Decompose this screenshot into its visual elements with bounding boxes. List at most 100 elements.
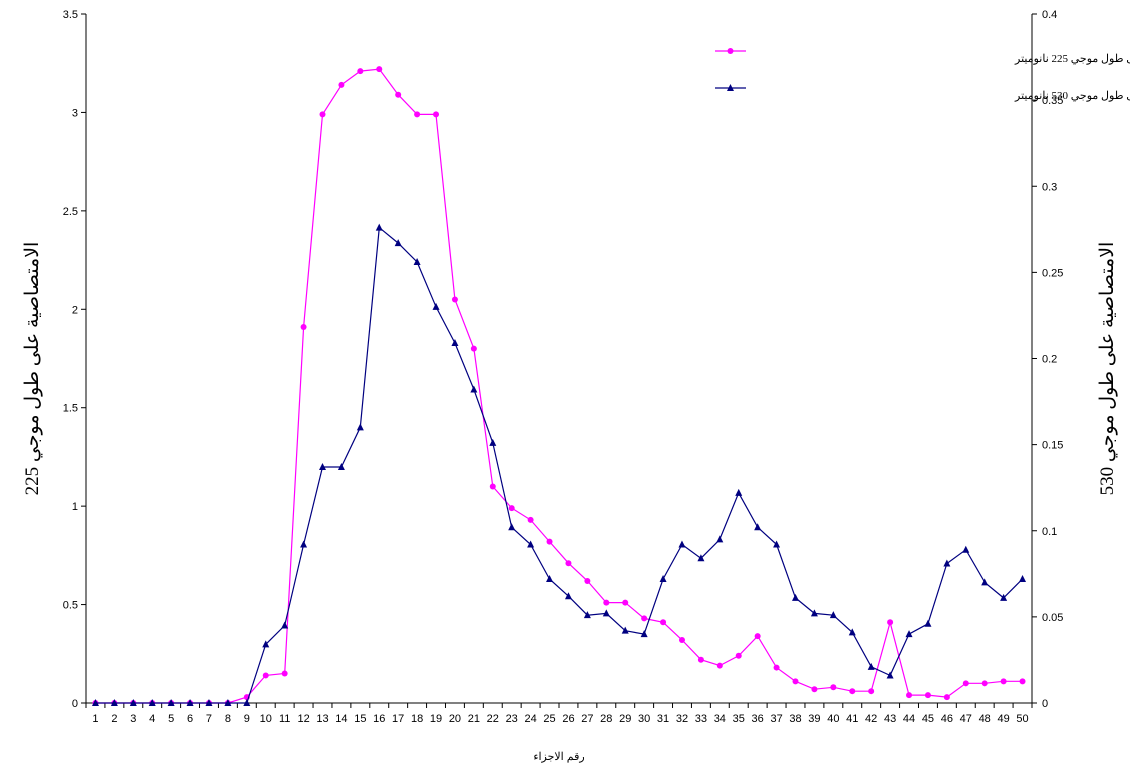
series-1-point [660,619,667,626]
series-2-point [451,338,459,346]
series-1-line [95,68,1023,704]
right-y-tick-label: 0.4 [1042,9,1057,21]
series-2-line [95,226,1023,704]
x-tick-label: 3 [130,713,136,725]
x-tick-label: 43 [884,713,896,725]
series-2-point [962,545,970,553]
series-2-point [1000,593,1008,601]
x-tick-label: 20 [449,713,461,725]
right-y-axis-title: 530 الامتصاصية على طول موجي [1097,242,1118,496]
x-tick-label: 8 [225,713,231,725]
series-2-point [508,523,516,531]
series-1-point [281,670,288,677]
series-1-point [924,692,931,699]
right-y-tick-label: 0.15 [1042,440,1063,452]
series-2-point [981,578,989,586]
series-layer [91,66,1027,706]
legend-label: الامتصاصية على طول موجي 530 نانوميتر [1014,90,1130,102]
series-2-point [829,611,837,619]
x-tick-label: 35 [733,713,745,725]
series-2-point [129,699,137,706]
series-2-point [564,592,572,600]
legend: الامتصاصية على طول موجي 225 نانوميتر الام… [715,48,1130,102]
series-1-point [489,483,496,490]
series-2-point [337,463,345,471]
left-y-tick-label: 2 [72,304,78,316]
series-1-point [906,692,913,699]
x-tick-label: 37 [770,713,782,725]
series-1-point [981,680,988,687]
series-2-point [583,611,591,619]
x-tick-label: 16 [373,713,385,725]
left-y-tick-label: 0 [72,698,78,710]
series-2-point [300,540,308,548]
series-2-point [262,640,270,648]
series-2-point [394,239,402,247]
series-2-point [281,621,289,629]
series-1 [92,66,1026,706]
x-tick-label: 31 [657,713,669,725]
series-1-point [943,694,950,701]
series-1-point [470,345,477,352]
series-1-point [697,656,704,663]
series-1-point [735,652,742,659]
series-2-point [110,699,118,706]
series-2-point [243,699,251,706]
x-tick-label: 29 [619,713,631,725]
x-tick-label: 50 [1016,713,1028,725]
x-tick-label: 13 [316,713,328,725]
series-1-point [508,505,515,512]
series-1-point [451,296,458,303]
series-2-point [205,699,213,706]
series-1-point [811,686,818,693]
series-1-point [433,111,440,118]
left-y-tick-label: 1.5 [63,403,78,415]
series-1-point [357,68,364,75]
series-1-point [1000,678,1007,685]
right-y-tick-label: 0.2 [1042,354,1057,366]
series-1-point [830,684,837,691]
x-tick-label: 23 [506,713,518,725]
series-2-point [848,628,856,636]
series-1-point [849,688,856,695]
right-y-tick-label: 0.05 [1042,612,1063,624]
series-1-point [868,688,875,695]
legend-label: الامتصاصية على طول موجي 225 نانوميتر [1014,53,1130,65]
x-tick-label: 10 [260,713,272,725]
x-tick-label: 12 [297,713,309,725]
series-2-point [886,671,894,679]
series-2-point [867,662,875,670]
x-tick-label: 28 [600,713,612,725]
right-y-tick-label: 0.25 [1042,267,1063,279]
left-y-tick-label: 3 [72,107,78,119]
series-1-point [584,577,591,584]
x-tick-label: 32 [676,713,688,725]
left-y-tick-label: 3.5 [63,9,78,21]
series-1-point [300,324,307,331]
x-tick-label: 41 [846,713,858,725]
series-1-point [716,662,723,669]
x-tick-label: 18 [411,713,423,725]
x-tick-label: 7 [206,713,212,725]
x-tick-label: 46 [941,713,953,725]
x-tick-label: 48 [979,713,991,725]
series-2-point [148,699,156,706]
series-2-point [621,626,629,634]
x-tick-label: 36 [752,713,764,725]
series-1-point [792,678,799,685]
series-2-point [792,593,799,601]
series-1-point [414,111,421,118]
series-2-point [432,302,440,310]
series-1-point [262,672,269,679]
series-2-point [735,488,743,496]
left-y-axis-title: 225 الامتصاصية على طول موجي [22,242,43,496]
series-2-point [640,630,648,638]
right-y-tick-label: 0.3 [1042,181,1057,193]
series-2-point [546,574,554,582]
series-1-point [641,615,648,622]
series-1-point [319,111,326,118]
series-2-point [602,609,610,617]
series-1-point [1019,678,1026,685]
series-2-point [754,523,762,531]
series-2-point [659,574,667,582]
